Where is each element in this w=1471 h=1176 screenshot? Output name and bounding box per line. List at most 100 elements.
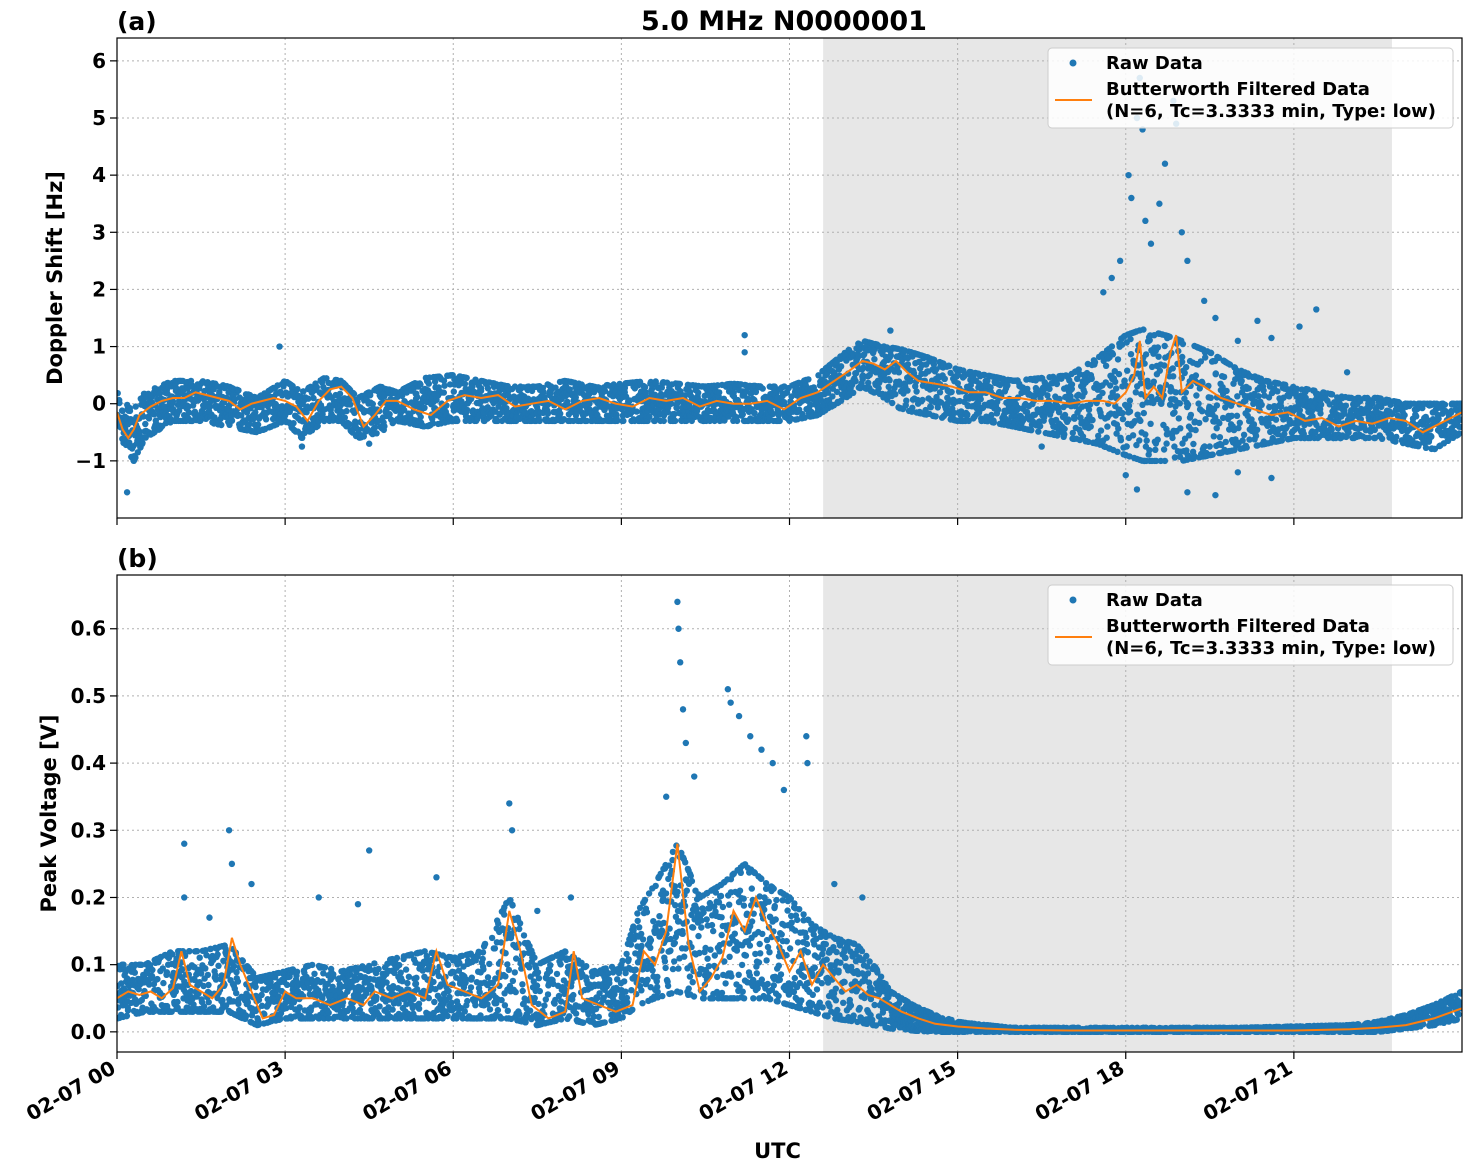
raw-data-point — [1089, 376, 1095, 382]
raw-data-point — [904, 387, 910, 393]
raw-data-point — [1251, 421, 1257, 427]
raw-data-point — [205, 982, 211, 988]
raw-data-point — [909, 405, 915, 411]
raw-data-point — [1161, 362, 1167, 368]
raw-data-point — [1185, 402, 1191, 408]
raw-data-point — [903, 398, 909, 404]
raw-data-point — [1161, 446, 1167, 452]
raw-data-point — [946, 363, 952, 369]
raw-data-point — [1118, 437, 1124, 443]
raw-data-point — [1234, 413, 1240, 419]
y-tick-label: 4 — [92, 163, 106, 187]
raw-data-point — [421, 405, 427, 411]
raw-data-point — [1223, 439, 1229, 445]
raw-data-point — [661, 418, 667, 424]
raw-data-point — [668, 401, 674, 407]
raw-data-point — [1255, 393, 1261, 399]
raw-data-point — [557, 411, 563, 417]
raw-data-point — [1099, 390, 1105, 396]
raw-data-point — [1343, 403, 1349, 409]
raw-data-spike-point — [1125, 172, 1131, 178]
raw-data-point — [896, 369, 902, 375]
raw-data-point — [1065, 416, 1071, 422]
raw-data-point — [186, 948, 192, 954]
raw-data-point — [441, 389, 447, 395]
raw-data-point — [418, 414, 424, 420]
raw-data-point — [1151, 379, 1157, 385]
raw-data-point — [1274, 388, 1280, 394]
raw-data-point — [1088, 423, 1094, 429]
raw-data-point — [202, 965, 208, 971]
raw-data-point — [1079, 418, 1085, 424]
raw-data-point — [149, 967, 155, 973]
raw-data-point — [1458, 424, 1464, 430]
raw-data-point — [1115, 356, 1121, 362]
raw-data-point — [311, 971, 317, 977]
raw-data-point — [1254, 427, 1260, 433]
raw-data-point — [1216, 420, 1222, 426]
raw-data-point — [215, 963, 221, 969]
raw-data-point — [322, 964, 328, 970]
raw-data-point — [875, 385, 881, 391]
raw-data-point — [1442, 402, 1448, 408]
raw-data-point — [160, 980, 166, 986]
raw-data-point — [1114, 449, 1120, 455]
raw-data-spike-point — [1123, 472, 1129, 478]
raw-data-point — [1054, 381, 1060, 387]
raw-data-point — [1259, 402, 1265, 408]
raw-data-point — [1142, 431, 1148, 437]
raw-data-point — [1089, 417, 1095, 423]
raw-data-spike-point — [1184, 489, 1190, 495]
raw-data-point — [255, 421, 261, 427]
raw-data-point — [777, 418, 783, 424]
raw-data-spike-point — [887, 327, 893, 333]
raw-data-point — [1456, 430, 1462, 436]
raw-data-point — [139, 440, 145, 446]
raw-data-point — [1190, 441, 1196, 447]
raw-data-point — [386, 411, 392, 417]
raw-data-point — [1071, 416, 1077, 422]
raw-data-point — [252, 984, 258, 990]
raw-data-point — [871, 356, 877, 362]
raw-data-point — [919, 397, 925, 403]
raw-data-point — [1423, 445, 1429, 451]
raw-data-point — [1223, 388, 1229, 394]
raw-data-point — [1098, 427, 1104, 433]
raw-data-point — [716, 389, 722, 395]
raw-data-spike-point — [1212, 492, 1218, 498]
raw-data-point — [454, 418, 460, 424]
raw-data-spike-point — [1142, 218, 1148, 224]
raw-data-point — [838, 363, 844, 369]
raw-data-point — [1127, 408, 1133, 414]
raw-data-point — [347, 401, 353, 407]
raw-data-point — [381, 423, 387, 429]
y-tick-label: 2 — [92, 277, 106, 301]
raw-data-point — [1162, 458, 1168, 464]
raw-data-point — [1237, 420, 1243, 426]
raw-data-point — [1127, 397, 1133, 403]
y-tick-label: 0 — [92, 392, 106, 416]
y-tick-label: 5 — [92, 106, 106, 130]
raw-data-point — [229, 418, 235, 424]
raw-data-point — [1124, 368, 1130, 374]
raw-data-point — [342, 414, 348, 420]
raw-data-point — [1157, 368, 1163, 374]
raw-data-point — [1193, 372, 1199, 378]
raw-data-point — [1196, 420, 1202, 426]
raw-data-point — [214, 951, 220, 957]
raw-data-point — [1180, 341, 1186, 347]
raw-data-point — [1221, 374, 1227, 380]
raw-data-point — [1167, 334, 1173, 340]
raw-data-spike-point — [1038, 443, 1044, 449]
raw-data-point — [1028, 427, 1034, 433]
raw-data-spike-point — [1128, 195, 1134, 201]
raw-data-point — [115, 390, 121, 396]
raw-data-spike-point — [1179, 229, 1185, 235]
raw-data-spike-point — [1109, 275, 1115, 281]
raw-data-point — [852, 378, 858, 384]
raw-data-point — [132, 970, 138, 976]
chart-title: 5.0 MHz N0000001 — [641, 6, 927, 37]
raw-data-point — [913, 388, 919, 394]
raw-data-point — [1103, 363, 1109, 369]
